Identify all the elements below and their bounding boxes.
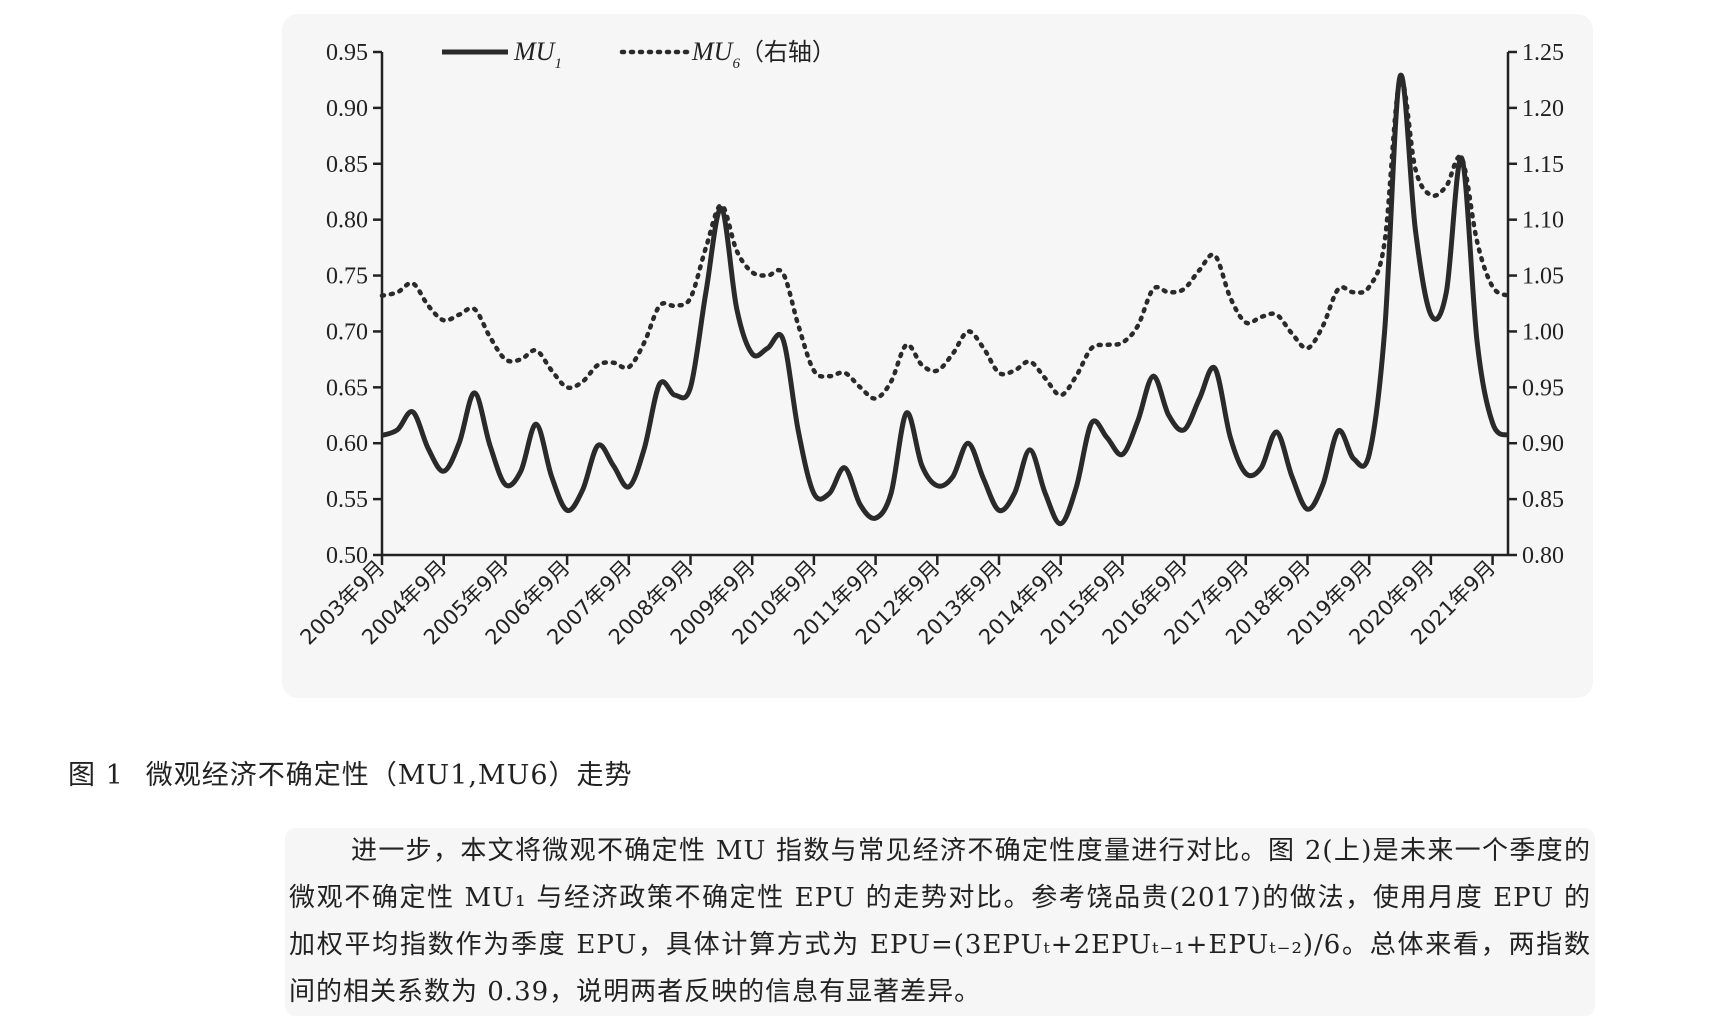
series-line-mu6: [379, 76, 1511, 401]
left-tick-label: 0.55: [326, 487, 368, 513]
left-tick-label: 0.65: [326, 375, 368, 401]
caption-text: 微观经济不确定性（MU1,MU6）走势: [145, 760, 633, 791]
legend-subscript-mu1: 1: [554, 56, 562, 72]
left-tick-label: 0.75: [326, 264, 368, 290]
legend-axis-note: （右轴）: [740, 38, 836, 66]
caption-label: 图 1: [68, 760, 124, 791]
chart: 0.50 0.55 0.60 0.65 0.70 0.75 0.80 0.85 0.90 0.95…: [296, 37, 1564, 649]
right-tick-label: 0.90: [1522, 431, 1564, 457]
legend-subscript-mu6: 6: [732, 56, 740, 72]
body-text: 进一步，本文将微观不确定性 MU 指数与常见经济不确定性度量进行对比。图 2(上…: [285, 828, 1595, 1016]
left-tick-label: 0.95: [326, 40, 368, 66]
left-tick-label: 0.90: [326, 96, 368, 122]
right-tick-label: 1.20: [1522, 96, 1564, 122]
right-tick-label: 1.05: [1522, 264, 1564, 290]
figure-panel: 0.50 0.55 0.60 0.65 0.70 0.75 0.80 0.85 0.90 0.95…: [282, 14, 1593, 698]
left-tick-label: 0.80: [326, 208, 368, 234]
left-tick-label: 0.50: [326, 543, 368, 569]
right-tick-label: 1.25: [1522, 40, 1564, 66]
legend-label-mu1: MU1: [513, 37, 562, 72]
left-tick-label: 0.60: [326, 431, 368, 457]
left-tick-label: 0.85: [326, 152, 368, 178]
body-paragraph: 进一步，本文将微观不确定性 MU 指数与常见经济不确定性度量进行对比。图 2(上…: [289, 836, 1591, 1007]
legend-label-mu6: MU6（右轴）: [691, 37, 836, 72]
figure-caption: 图 1 微观经济不确定性（MU1,MU6）走势: [68, 753, 633, 792]
right-tick-label: 0.80: [1522, 543, 1564, 569]
right-tick-label: 1.00: [1522, 319, 1564, 345]
right-tick-label: 0.95: [1522, 375, 1564, 401]
right-tick-label: 1.10: [1522, 208, 1564, 234]
series-line-mu1: [381, 72, 1510, 527]
right-tick-label: 1.15: [1522, 152, 1564, 178]
right-tick-label: 0.85: [1522, 487, 1564, 513]
left-tick-label: 0.70: [326, 319, 368, 345]
